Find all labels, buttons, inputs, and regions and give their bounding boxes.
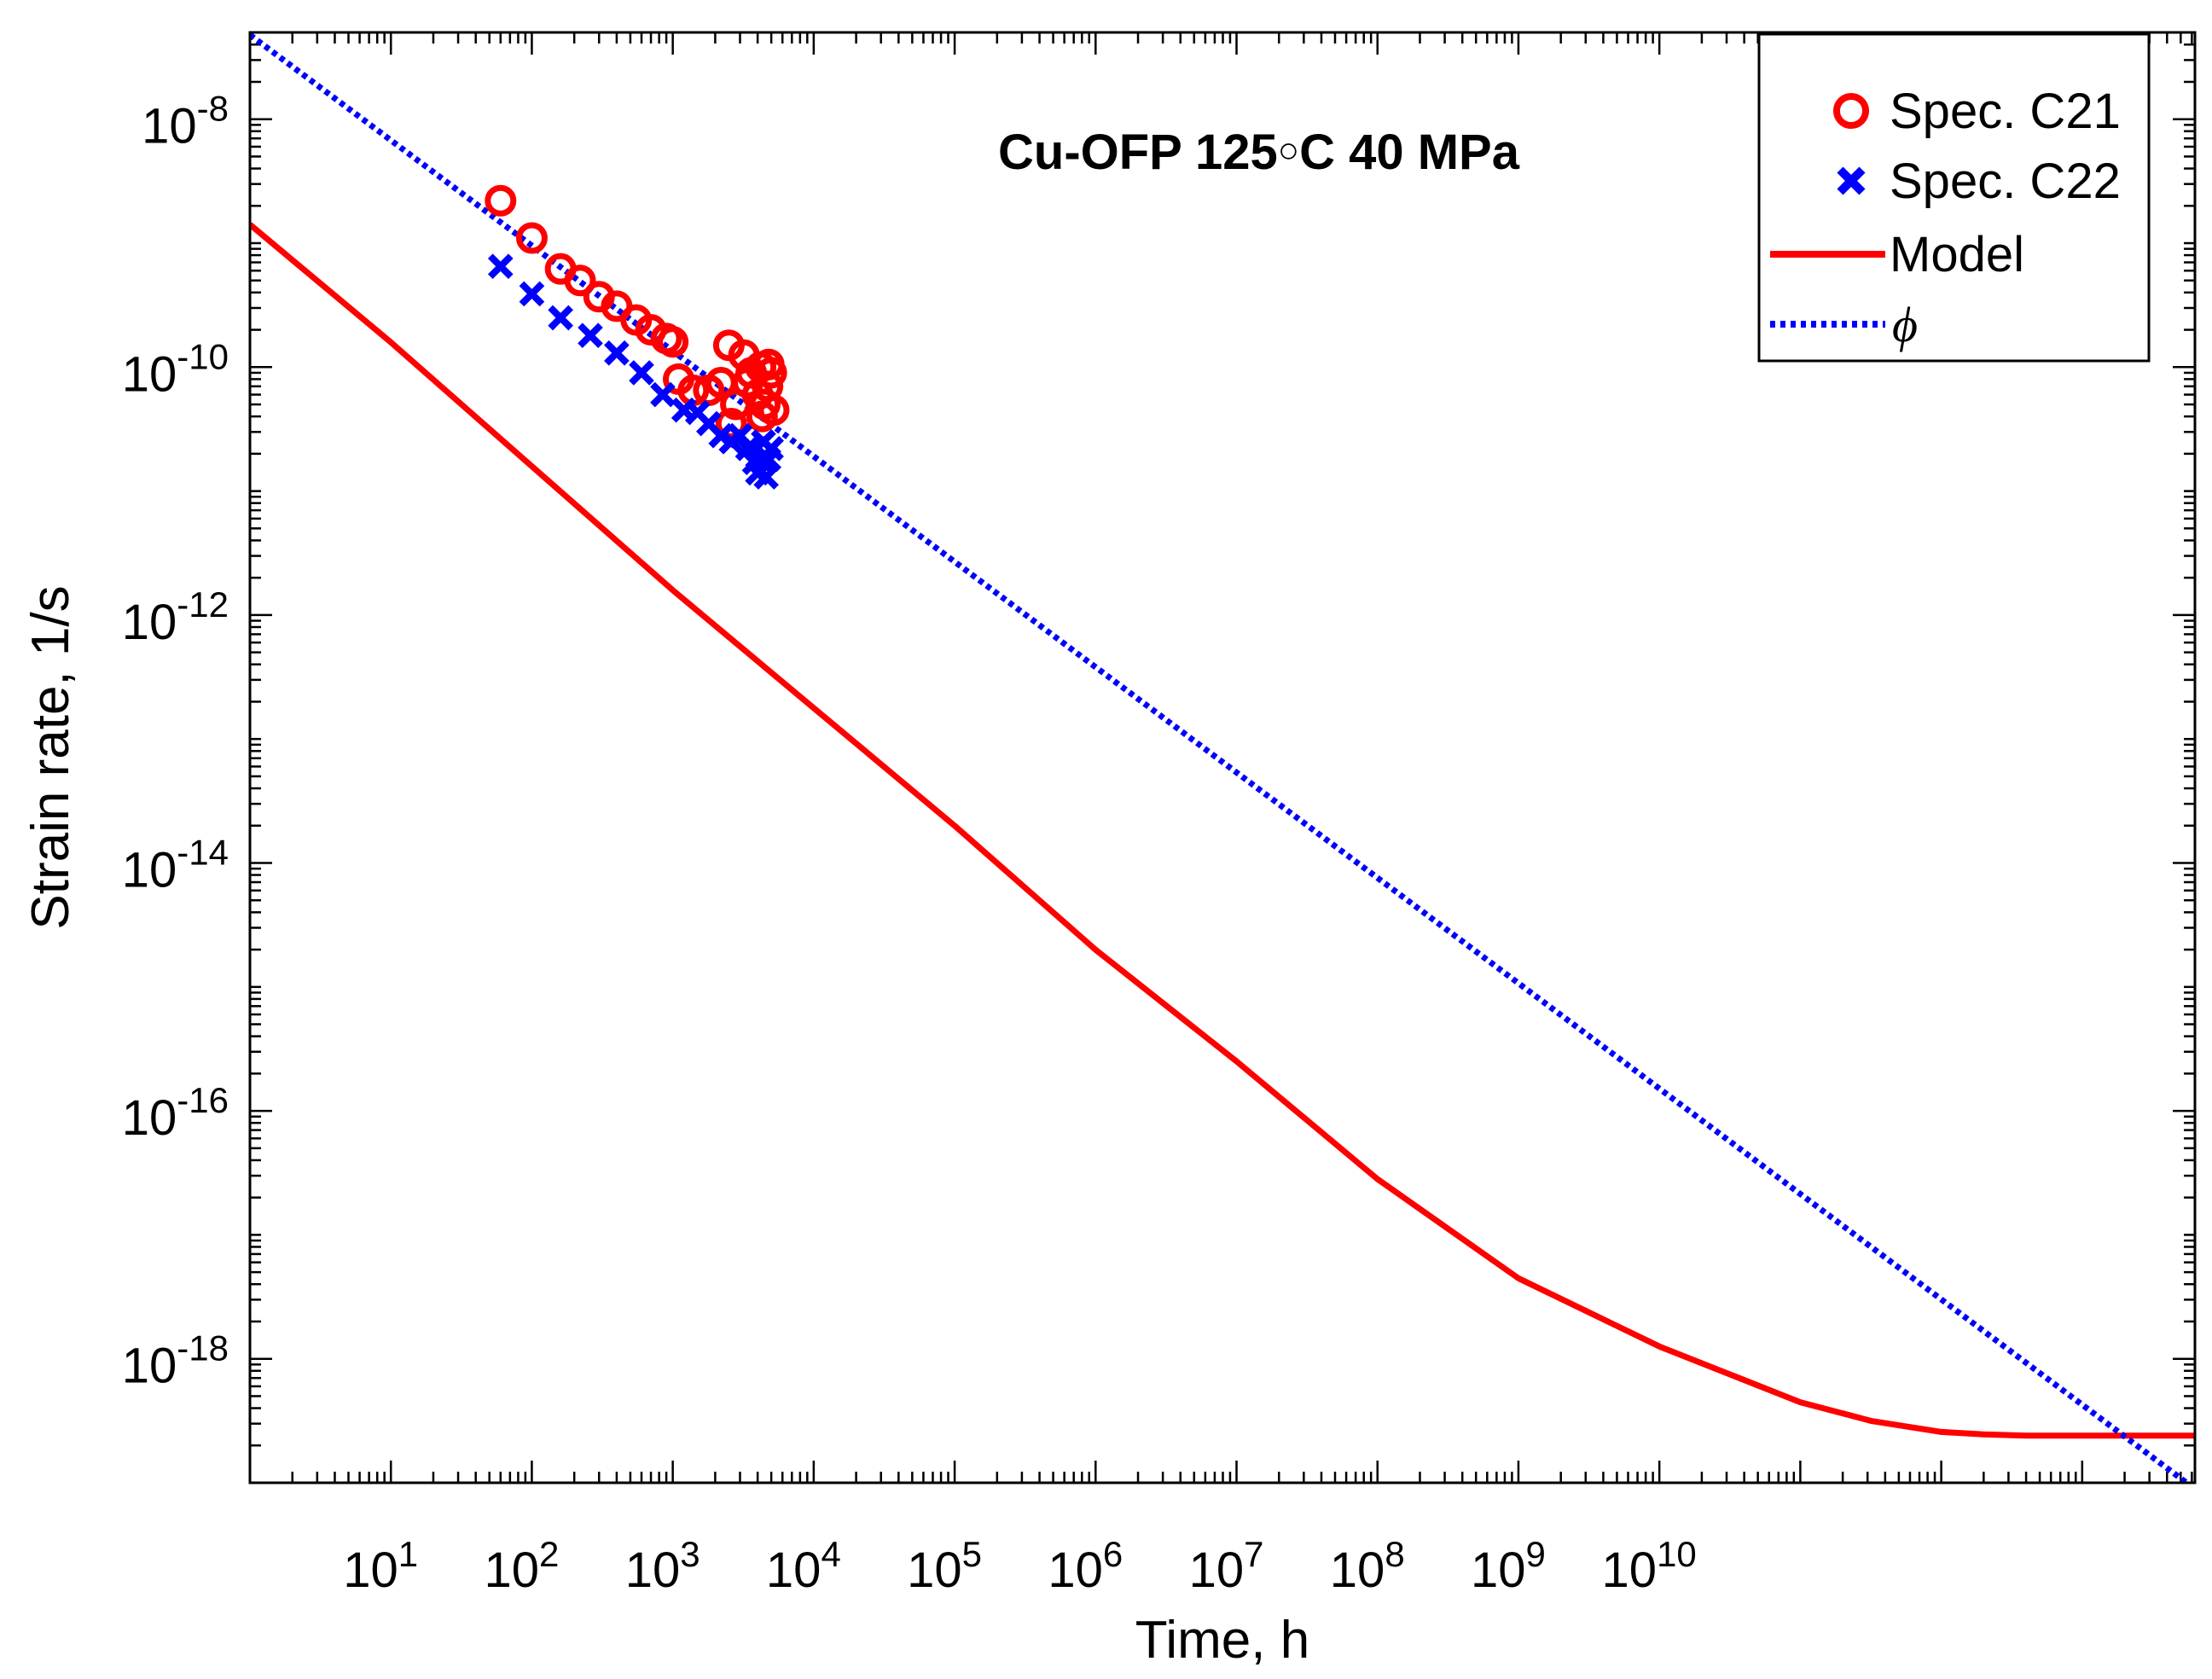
x-tick-label: 108 xyxy=(1330,1534,1405,1598)
c22-point xyxy=(727,422,753,449)
y-tick-label: 10-18 xyxy=(122,1328,229,1394)
y-tick-label: 10-14 xyxy=(122,833,229,898)
legend-marker-c21 xyxy=(1833,93,1869,129)
c22-point xyxy=(519,281,545,307)
legend: Spec. C21 Spec. C22 Model ϕ xyxy=(1757,32,2151,363)
y-tick-label: 10-12 xyxy=(122,584,229,650)
y-axis-label: Strain rate, 1/s xyxy=(21,585,80,929)
x-tick-label: 101 xyxy=(343,1534,418,1598)
legend-label-c22: Spec. C22 xyxy=(1890,154,2121,209)
y-tick-labels: 10-8 10-10 10-12 10-14 10-16 10-18 xyxy=(122,89,229,1394)
x-tick-label: 1010 xyxy=(1602,1534,1697,1598)
c22-point xyxy=(629,360,654,386)
x-tick-label: 105 xyxy=(907,1534,982,1598)
series-lines xyxy=(250,32,2195,1483)
x-tick-label: 109 xyxy=(1471,1534,1546,1598)
plot-frame xyxy=(248,31,2197,1484)
x-tick-labels: 101 102 103 104 105 106 107 108 109 1010 xyxy=(343,1534,1697,1598)
legend-label-c21: Spec. C21 xyxy=(1890,84,2121,139)
legend-label-model: Model xyxy=(1890,227,2024,282)
c21-point xyxy=(731,366,763,398)
c21-point xyxy=(657,326,689,358)
x-tick-label: 104 xyxy=(766,1534,841,1598)
chart-title: Cu-OFP 125○C 40 MPa xyxy=(998,125,1520,180)
c21-point xyxy=(515,222,548,254)
c21-point xyxy=(564,264,596,297)
legend-label-phi: ϕ xyxy=(1892,297,1918,352)
x-tick-label: 103 xyxy=(625,1534,700,1598)
c21-point xyxy=(715,408,747,440)
y-tick-label: 10-10 xyxy=(122,336,229,402)
phi-line xyxy=(250,32,2192,1483)
series-markers xyxy=(485,184,790,490)
c21-point xyxy=(485,184,517,217)
legend-marker-c22 xyxy=(1837,166,1866,195)
model-line xyxy=(250,222,2195,1439)
y-tick-label: 10-8 xyxy=(142,89,229,154)
x-tick-label: 107 xyxy=(1189,1534,1264,1598)
legend-box xyxy=(1757,32,2151,363)
degree-symbol: ○ xyxy=(1278,130,1299,170)
c22-point xyxy=(758,436,784,462)
c22-point xyxy=(578,322,603,349)
c21-point xyxy=(746,400,778,433)
c22-point xyxy=(487,253,514,280)
c22-point xyxy=(604,340,630,366)
c22-point xyxy=(650,381,676,408)
x-tick-label: 102 xyxy=(484,1534,559,1598)
x-axis-label: Time, h xyxy=(1135,1611,1309,1670)
x-tick-label: 106 xyxy=(1048,1534,1123,1598)
y-tick-label: 10-16 xyxy=(122,1080,229,1146)
c22-point xyxy=(548,305,573,331)
